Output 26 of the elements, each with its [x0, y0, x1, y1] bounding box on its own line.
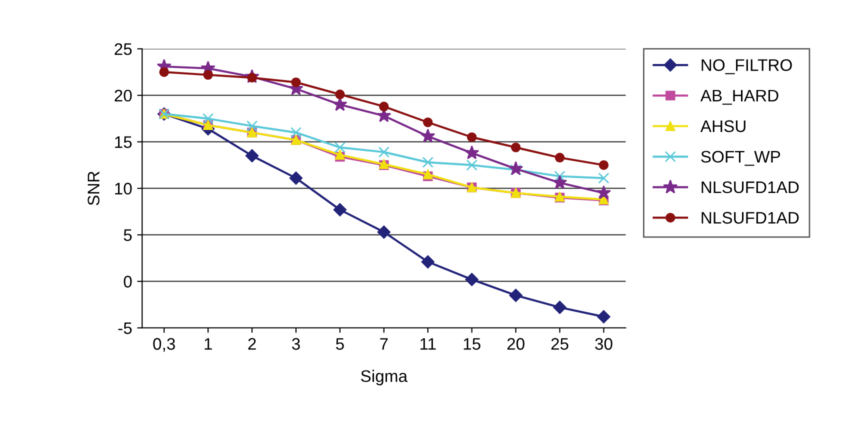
- x-tick-label: 20: [507, 338, 524, 350]
- x-tick-label: 25: [551, 338, 568, 350]
- legend-label: AHSU: [700, 120, 746, 132]
- x-tick-label: 7: [380, 338, 388, 350]
- y-axis-title: SNR: [88, 172, 100, 206]
- x-tick-label: 2: [248, 338, 256, 350]
- y-tick-label: 25: [114, 43, 132, 56]
- x-tick-label: 1: [204, 338, 212, 350]
- y-tick-label: 5: [124, 229, 132, 242]
- legend-label: SOFT_WP: [701, 150, 780, 166]
- x-tick-label: 5: [336, 338, 344, 350]
- y-tick-label: -5: [118, 322, 132, 334]
- legend-label: AB_HARD: [700, 90, 778, 105]
- y-tick-label: 10: [115, 182, 132, 195]
- x-tick-label: 0,3: [153, 338, 175, 352]
- legend-label: NLSUFD1AD: [702, 181, 799, 194]
- x-axis-title: Sigma: [361, 370, 408, 386]
- x-tick-label: 15: [464, 338, 480, 350]
- x-tick-label: 3: [292, 338, 300, 350]
- y-tick-label: 0: [124, 276, 132, 288]
- x-tick-label: 11: [420, 338, 436, 350]
- y-tick-label: 15: [115, 136, 132, 148]
- y-tick-label: 20: [114, 90, 132, 102]
- legend-label: NLSUFD1AD: [702, 212, 799, 224]
- x-tick-label: 30: [595, 338, 612, 350]
- legend-label: NO_FILTRO: [702, 59, 792, 74]
